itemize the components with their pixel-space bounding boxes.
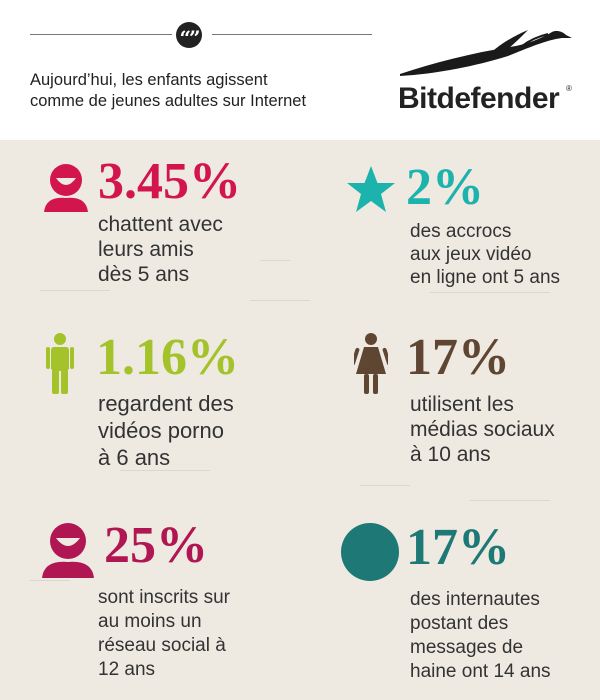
stat-gaming-addicts: 2% des accrocs aux jeux vidéo en ligne o… (300, 140, 600, 310)
desc-line: à 6 ans (98, 445, 171, 470)
desc-line: des accrocs (410, 221, 512, 242)
stat-value: 2% (406, 159, 484, 216)
stat-social-media: 17% utilisent les médias sociaux à 10 an… (300, 320, 600, 490)
desc-line: dès 5 ans (98, 263, 190, 286)
stat-value: 1.16% (96, 329, 239, 386)
desc-line: vidéos porno (98, 418, 224, 443)
desc-line: 12 ans (98, 659, 156, 680)
stat-hate-messages: 17% des internautes postant des messages… (300, 510, 600, 700)
desc-line: en ligne ont 5 ans (410, 267, 561, 288)
desc-line: médias sociaux (410, 418, 555, 441)
stat-value: 3.45% (98, 153, 241, 210)
stat-description: des internautes postant des messages de … (410, 588, 600, 684)
stat-value: 17% (406, 519, 510, 576)
desc-line: utilisent les (410, 393, 514, 416)
divider-left (30, 34, 172, 35)
stats-panel: 3.45% chattent avec leurs amis dès 5 ans… (0, 140, 600, 700)
bitdefender-logo-text: Bitdefender (398, 82, 560, 115)
stat-value: 17% (406, 329, 510, 386)
bitdefender-wing-icon (400, 30, 572, 76)
headline-line-1: Aujourd’hui, les enfants agissent (30, 71, 268, 89)
divider-right (212, 34, 372, 35)
girl-icon (354, 333, 388, 394)
stat-porn-videos: 1.16% regardent des vidéos porno à 6 ans (0, 320, 300, 490)
stat-social-network: 25% sont inscrits sur au moins un réseau… (0, 510, 300, 700)
desc-line: au moins un (98, 611, 202, 632)
desc-line: sont inscrits sur (98, 587, 230, 608)
stat-description: des accrocs aux jeux vidéo en ligne ont … (410, 220, 600, 289)
stat-chat-friends: 3.45% chattent avec leurs amis dès 5 ans (0, 140, 300, 310)
desc-line: haine ont 14 ans (410, 661, 551, 682)
desc-line: messages de (410, 637, 524, 658)
stat-description: sont inscrits sur au moins un réseau soc… (98, 586, 298, 682)
stat-description: regardent des vidéos porno à 6 ans (98, 390, 298, 471)
desc-line: regardent des (98, 391, 234, 416)
circle-icon (341, 523, 399, 581)
desc-line: chattent avec (98, 213, 223, 236)
desc-line: leurs amis (98, 238, 194, 261)
desc-line: à 10 ans (410, 443, 491, 466)
stat-description: chattent avec leurs amis dès 5 ans (98, 212, 298, 287)
desc-line: aux jeux vidéo (410, 244, 532, 265)
star-icon (347, 166, 395, 212)
desc-line: réseau social à (98, 635, 226, 656)
desc-line: des internautes (410, 589, 540, 610)
headline-line-2: comme de jeunes adultes sur Internet (30, 92, 307, 110)
chat-user-icon (44, 164, 88, 212)
quote-icon: “” (176, 22, 202, 50)
desc-line: postant des (410, 613, 509, 634)
stat-description: utilisent les médias sociaux à 10 ans (410, 392, 600, 467)
stat-value: 25% (104, 517, 208, 574)
registered-mark: ® (566, 84, 572, 93)
headline: Aujourd’hui, les enfants agissent comme … (30, 70, 390, 112)
header: “” Aujourd’hui, les enfants agissent com… (0, 0, 600, 140)
boy-icon (46, 333, 74, 394)
user-icon (42, 523, 94, 578)
